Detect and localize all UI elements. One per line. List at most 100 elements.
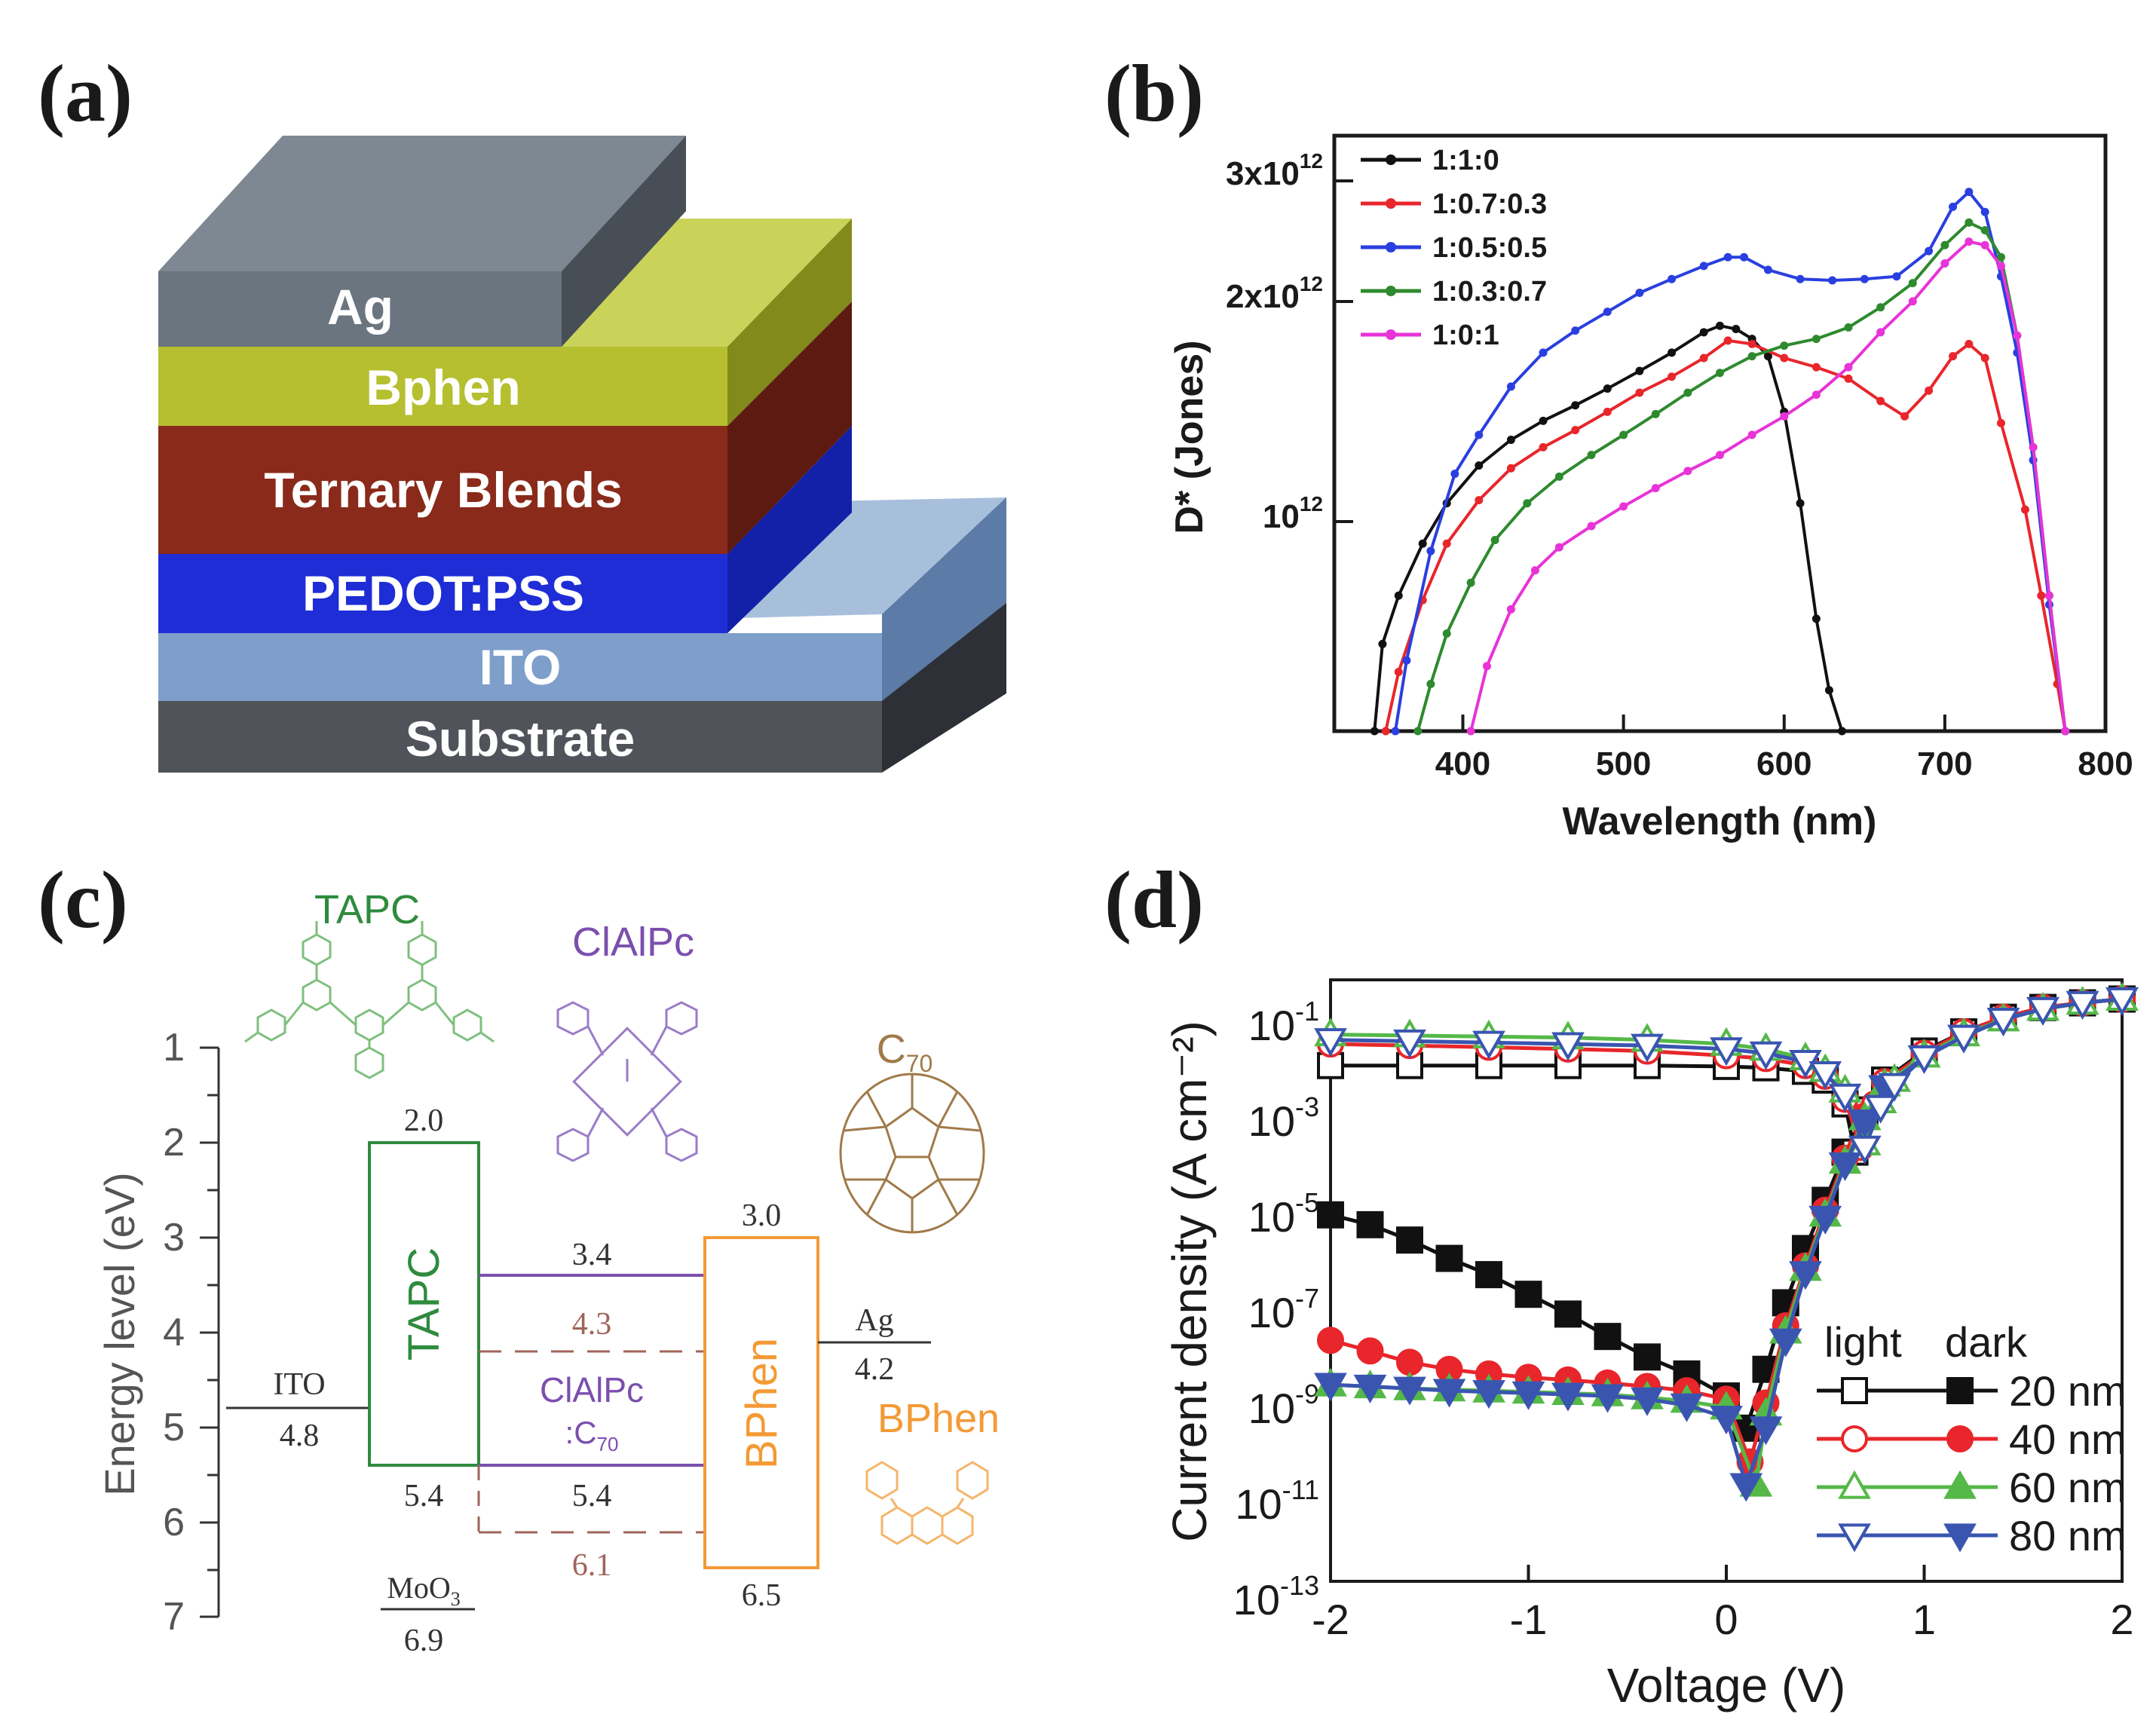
y-tick-exp: -11 (1282, 1474, 1319, 1505)
legend-header-light: light (1824, 1318, 1902, 1366)
data-point (1844, 374, 1853, 383)
y-tick-base: 10 (1263, 498, 1300, 535)
x-tick-label: 0 (1714, 1596, 1738, 1643)
y-tick-base: 2x10 (1226, 278, 1300, 315)
data-point (1378, 639, 1387, 648)
x-tick-label: 500 (1596, 745, 1651, 782)
y-tick-exp: -1 (1295, 996, 1319, 1027)
legend-label: 60 nm (2009, 1464, 2127, 1511)
y-tick-label: 10-5 (1248, 1187, 1319, 1241)
data-point (2044, 591, 2053, 600)
legend-marker (1386, 198, 1396, 209)
x-tick-label: 1 (1913, 1596, 1936, 1643)
data-point (1631, 1387, 1664, 1416)
data-point (1619, 430, 1628, 439)
data-point (1723, 252, 1732, 262)
tapc-level-box (368, 1141, 480, 1467)
data-point (1949, 352, 1958, 361)
data-point (1699, 262, 1708, 271)
data-point (1808, 1061, 1842, 1091)
data-point (1514, 1281, 1542, 1308)
c70-molecule-drawing (839, 1073, 985, 1234)
y-ticks-c: 1 2 3 4 5 6 7 (163, 1026, 219, 1639)
data-point (1749, 1416, 1783, 1446)
data-point (1668, 372, 1677, 381)
y-tick-label: 10-13 (1233, 1570, 1319, 1624)
panel-b-detectivity-chart: (b) 400 500 600 700 800 3x1012 2x1012 1012 1… (1104, 49, 2133, 843)
y-ticks-d: 10-1 10-3 10-5 10-7 10-9 10-11 10-13 (1233, 996, 1319, 1624)
series-line-1-0-5-0-5 (1394, 189, 2067, 732)
series-lines-d (1314, 982, 2139, 1502)
data-point (2061, 727, 2070, 736)
bphen-structure-title: BPhen (877, 1396, 1000, 1441)
data-point (1506, 382, 1515, 391)
layer-label-bphen: Bphen (366, 360, 520, 415)
x-axis-title-d: Voltage (V) (1607, 1658, 1846, 1712)
panel-d-current-density-chart: (d) -2 -1 0 1 2 10-1 10-3 10-5 10-7 10-9 10-… (1104, 855, 2139, 1712)
x-axis-title-b: Wavelength (nm) (1563, 800, 1877, 843)
data-point (1716, 369, 1724, 378)
y-axis-title-b: D* (Jones) (1168, 340, 1211, 534)
data-point (1587, 522, 1596, 531)
data-point (1356, 1210, 1384, 1238)
c70-sub: 70 (906, 1050, 933, 1077)
data-point (1908, 279, 1917, 288)
blend-label-2: :C70 (565, 1415, 619, 1455)
data-point (1811, 335, 1821, 344)
x-ticks-b: 400 500 600 700 800 (1435, 715, 2133, 782)
y-axis-title-d: Current density (A cm⁻²) (1162, 1021, 1217, 1542)
pedot-side (727, 426, 852, 633)
data-point (1511, 1381, 1545, 1410)
clalpc-structure-title: ClAlPc (572, 920, 694, 965)
data-point (1506, 464, 1515, 473)
data-point (1670, 1393, 1704, 1422)
legend-marker-dark (1946, 1377, 1974, 1404)
data-point (1539, 416, 1548, 425)
bphen-front (158, 347, 727, 426)
y-tick-exp: 12 (1300, 492, 1323, 516)
moo3-name: MoO3 (387, 1571, 460, 1610)
data-point (1749, 1041, 1783, 1070)
x-tick-label: 800 (2078, 745, 2133, 782)
x-tick-label: 600 (1756, 745, 1811, 782)
series-line-1-1-0 (1373, 324, 1844, 732)
series-line-1-0-7-0-3 (1384, 338, 2067, 732)
y-tick-exp: -3 (1295, 1091, 1319, 1122)
data-point (1949, 202, 1958, 211)
data-point (1591, 1384, 1625, 1413)
series-lines-b (1370, 188, 2070, 736)
x-tick-label: 700 (1917, 745, 1972, 782)
legend-marker-light (1841, 1425, 1868, 1452)
clalpc-molecule-drawing (556, 1001, 698, 1162)
data-point (1811, 390, 1821, 399)
data-point (1996, 262, 2005, 271)
data-point (1635, 388, 1644, 397)
legend-label: 40 nm (2009, 1415, 2127, 1463)
data-point (2105, 987, 2139, 1016)
legend-label: 1:0.5:0.5 (1432, 232, 1547, 264)
data-point (1435, 1244, 1463, 1272)
data-point (1426, 679, 1435, 688)
data-point (1864, 1094, 1897, 1124)
substrate-front (158, 701, 882, 773)
data-point (1908, 297, 1917, 306)
data-point (1986, 1008, 2020, 1037)
data-point (1539, 348, 1548, 357)
x-tick-label: 2 (2110, 1596, 2133, 1643)
data-point (1619, 502, 1628, 511)
ag-value: 4.2 (855, 1352, 895, 1387)
data-point (1370, 727, 1379, 736)
legend-marker-dark (1943, 1470, 1977, 1499)
data-point (1996, 252, 2005, 262)
data-point (1892, 272, 1901, 281)
data-point (1413, 727, 1423, 736)
bphen-lumo-value: 3.0 (742, 1198, 782, 1233)
y-tick-label: 6 (163, 1501, 185, 1544)
data-point (1668, 274, 1677, 283)
legend-header-dark: dark (1945, 1318, 2028, 1366)
data-point (1980, 207, 1989, 216)
c70-homo-value: 6.1 (572, 1548, 612, 1583)
data-point (1907, 1045, 1941, 1074)
data-point (1426, 546, 1435, 555)
